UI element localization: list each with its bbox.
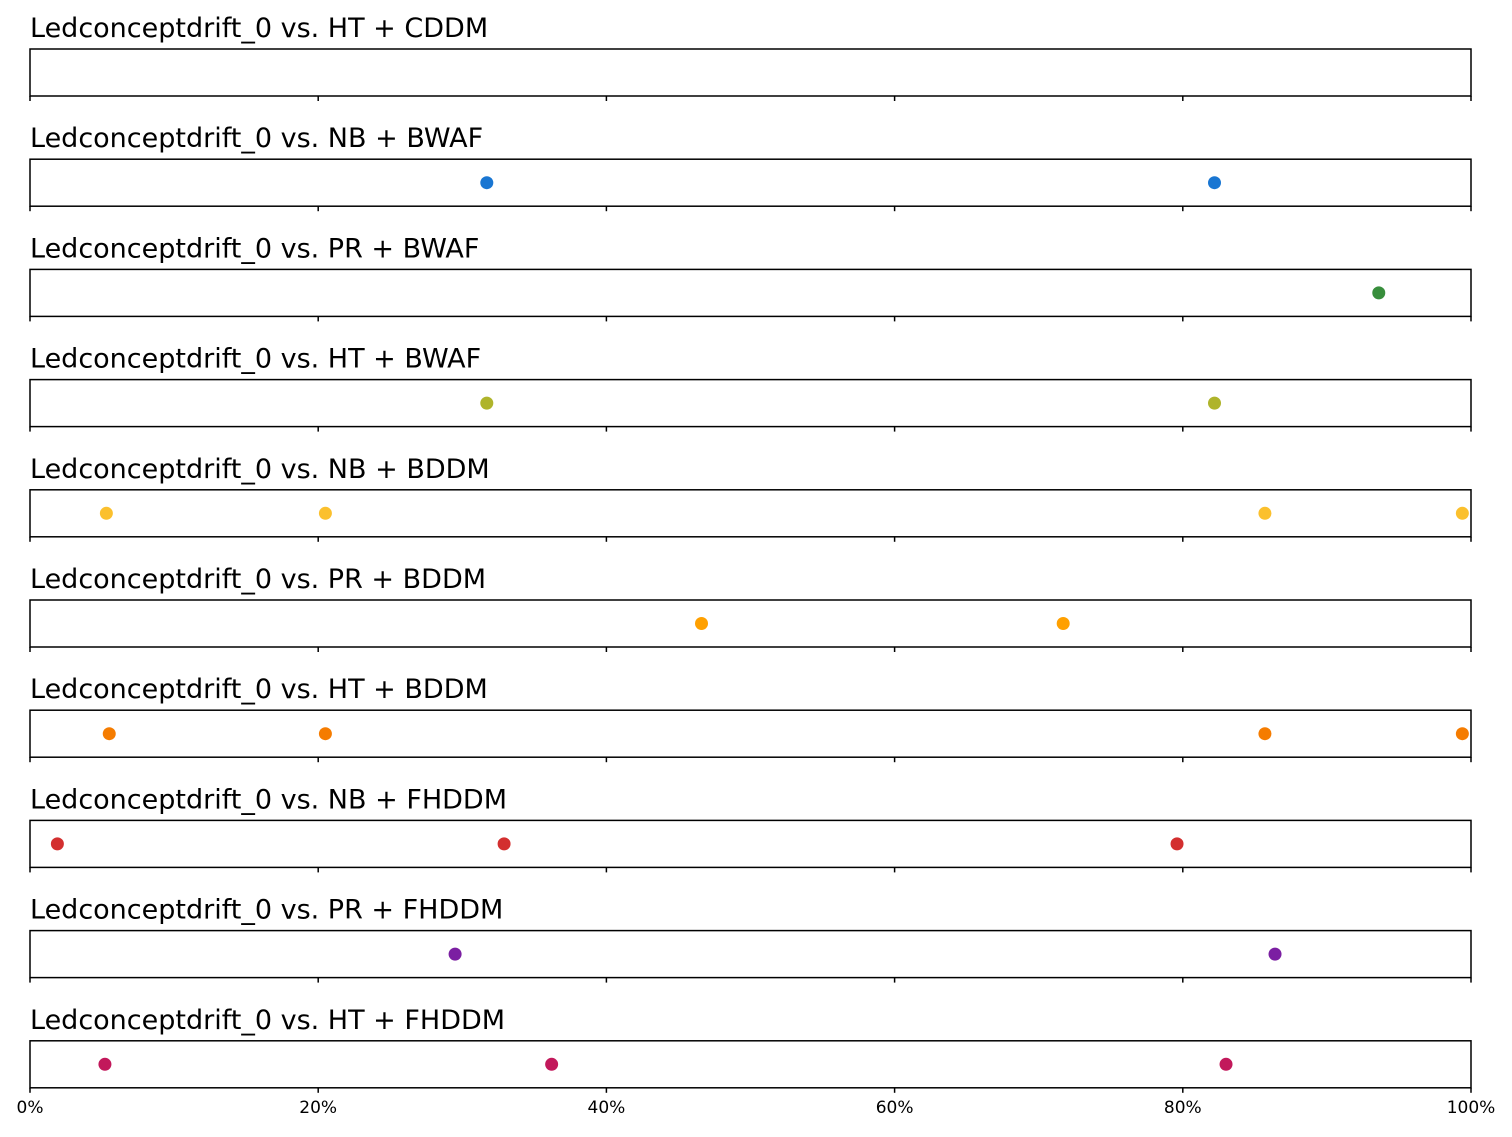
panel-title: Ledconceptdrift_0 vs. PR + BWAF — [30, 233, 479, 264]
drift-point — [545, 1057, 559, 1071]
drift-point — [497, 837, 511, 851]
panel-frame — [29, 709, 1472, 758]
drift-point — [50, 837, 64, 851]
drift-point — [1455, 727, 1469, 741]
x-tick-label: 100% — [1447, 1098, 1496, 1118]
drift-point — [99, 506, 113, 520]
drift-point — [448, 947, 462, 961]
panel-frame — [29, 1040, 1472, 1089]
panel-title: Ledconceptdrift_0 vs. PR + FHDDM — [30, 895, 503, 926]
drift-point — [1258, 506, 1272, 520]
drift-point — [102, 727, 116, 741]
panel-frame — [29, 599, 1472, 648]
panel-title: Ledconceptdrift_0 vs. PR + BDDM — [30, 564, 486, 595]
drift-point — [318, 727, 332, 741]
drift-point — [1056, 617, 1070, 630]
panel-title: Ledconceptdrift_0 vs. HT + BWAF — [30, 344, 481, 375]
panel-title: Ledconceptdrift_0 vs. HT + CDDM — [30, 13, 488, 44]
drift-point — [1268, 947, 1282, 961]
panel-title: Ledconceptdrift_0 vs. HT + FHDDM — [30, 1005, 505, 1036]
x-tick-label: 60% — [876, 1098, 914, 1118]
drift-point — [695, 617, 709, 630]
panel-title: Ledconceptdrift_0 vs. NB + BWAF — [30, 123, 483, 154]
panel-title: Ledconceptdrift_0 vs. HT + BDDM — [30, 674, 488, 705]
panel-title: Ledconceptdrift_0 vs. NB + FHDDM — [30, 784, 507, 815]
drift-point — [480, 176, 494, 190]
drift-point — [318, 506, 332, 520]
drift-point — [1170, 837, 1184, 851]
x-tick-label: 0% — [17, 1098, 44, 1118]
panel-frame — [29, 378, 1472, 428]
panel-frame — [29, 268, 1472, 318]
drift-point — [1208, 396, 1222, 410]
drift-point — [1208, 176, 1222, 190]
drift-point — [480, 396, 494, 410]
drift-point — [1455, 506, 1469, 520]
drift-point — [98, 1057, 112, 1071]
drift-point — [1219, 1057, 1233, 1071]
drift-point — [1258, 727, 1272, 741]
x-tick-label: 80% — [1164, 1098, 1202, 1118]
x-tick-label: 20% — [299, 1098, 337, 1118]
panel-frame — [29, 158, 1472, 207]
panel-title: Ledconceptdrift_0 vs. NB + BDDM — [30, 454, 490, 485]
panel-frame — [29, 489, 1472, 538]
panel-frame — [29, 48, 1472, 97]
panel-frame — [29, 819, 1472, 869]
panel-frame — [29, 929, 1472, 979]
x-tick-label: 40% — [588, 1098, 626, 1118]
drift-point — [1372, 286, 1386, 300]
